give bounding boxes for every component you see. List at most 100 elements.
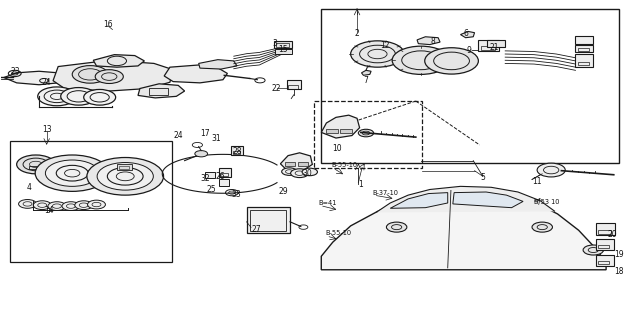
Bar — [598, 245, 609, 249]
Text: 14: 14 — [44, 206, 53, 215]
Circle shape — [38, 87, 76, 106]
Polygon shape — [362, 70, 371, 75]
Bar — [149, 88, 168, 95]
Text: 28: 28 — [232, 147, 242, 156]
Bar — [205, 172, 214, 178]
Polygon shape — [4, 71, 65, 85]
Bar — [219, 180, 229, 186]
Text: B-55-10: B-55-10 — [325, 230, 351, 236]
Polygon shape — [376, 186, 555, 212]
Circle shape — [72, 66, 108, 83]
Circle shape — [19, 199, 36, 208]
Circle shape — [351, 41, 404, 67]
Text: 24: 24 — [173, 131, 183, 140]
Bar — [275, 49, 292, 54]
Bar — [117, 164, 132, 170]
Circle shape — [87, 158, 164, 195]
Circle shape — [62, 202, 80, 210]
Text: 7: 7 — [364, 76, 369, 85]
Circle shape — [17, 155, 55, 174]
Circle shape — [84, 89, 116, 105]
Circle shape — [537, 163, 565, 177]
Circle shape — [583, 245, 604, 255]
Bar — [298, 162, 308, 166]
Circle shape — [48, 202, 66, 210]
Circle shape — [302, 168, 317, 176]
Text: 1: 1 — [358, 180, 363, 189]
Text: 22: 22 — [272, 84, 282, 93]
Circle shape — [532, 222, 552, 232]
Bar — [321, 9, 619, 163]
Text: 2: 2 — [355, 29, 360, 38]
Bar — [340, 129, 352, 133]
Text: 3: 3 — [272, 38, 277, 48]
Bar — [120, 166, 129, 169]
Bar — [598, 230, 611, 234]
Circle shape — [358, 129, 374, 137]
Text: 25: 25 — [207, 185, 216, 194]
Text: B=41: B=41 — [319, 200, 337, 206]
Bar — [578, 62, 589, 65]
Polygon shape — [453, 192, 523, 208]
Circle shape — [61, 88, 97, 105]
Bar — [575, 54, 593, 66]
Text: 19: 19 — [614, 249, 623, 259]
Bar — [487, 40, 505, 47]
Text: 15: 15 — [278, 45, 288, 54]
Bar — [220, 173, 228, 176]
Text: 16: 16 — [103, 20, 113, 29]
Circle shape — [425, 48, 478, 74]
Polygon shape — [53, 60, 173, 91]
Text: 13: 13 — [42, 125, 51, 134]
Text: 32: 32 — [200, 174, 210, 183]
Text: 23: 23 — [11, 67, 20, 76]
Circle shape — [392, 46, 450, 74]
Text: 27: 27 — [251, 225, 260, 233]
Circle shape — [35, 155, 109, 192]
Polygon shape — [93, 54, 145, 67]
Circle shape — [282, 168, 297, 175]
Text: 6: 6 — [463, 29, 468, 38]
Bar — [598, 261, 609, 264]
Text: B-55-10: B-55-10 — [332, 162, 358, 168]
Polygon shape — [138, 84, 184, 98]
Bar — [274, 42, 292, 49]
Bar — [578, 48, 589, 51]
Text: 31: 31 — [211, 134, 221, 143]
Polygon shape — [390, 193, 448, 208]
Bar — [276, 43, 289, 47]
Bar — [575, 45, 593, 52]
Text: 4: 4 — [26, 183, 31, 192]
Polygon shape — [417, 37, 440, 45]
Circle shape — [291, 169, 308, 178]
Text: 17: 17 — [200, 129, 210, 139]
Bar — [246, 207, 290, 233]
Polygon shape — [461, 32, 474, 38]
Bar — [596, 223, 615, 235]
Circle shape — [88, 200, 106, 209]
Text: 9: 9 — [467, 46, 472, 55]
Text: 26: 26 — [216, 172, 225, 181]
Bar — [596, 239, 614, 250]
Text: B-37-10: B-37-10 — [372, 190, 398, 196]
Polygon shape — [321, 115, 360, 138]
Bar — [219, 168, 230, 177]
Text: 18: 18 — [614, 266, 623, 276]
Polygon shape — [198, 60, 237, 69]
Circle shape — [195, 151, 207, 157]
Text: 12: 12 — [380, 41, 390, 50]
Bar — [596, 255, 614, 266]
Text: 21: 21 — [489, 43, 499, 52]
Text: 29: 29 — [278, 187, 288, 197]
Text: B 53 10: B 53 10 — [534, 199, 559, 205]
Bar — [288, 85, 298, 89]
Bar — [230, 146, 243, 155]
Text: 30: 30 — [302, 169, 312, 178]
Bar — [232, 151, 240, 154]
Polygon shape — [164, 65, 227, 83]
Text: 5: 5 — [481, 173, 485, 182]
Bar — [10, 141, 172, 262]
Text: 10: 10 — [332, 144, 342, 152]
Bar — [326, 129, 338, 133]
Circle shape — [95, 70, 124, 83]
